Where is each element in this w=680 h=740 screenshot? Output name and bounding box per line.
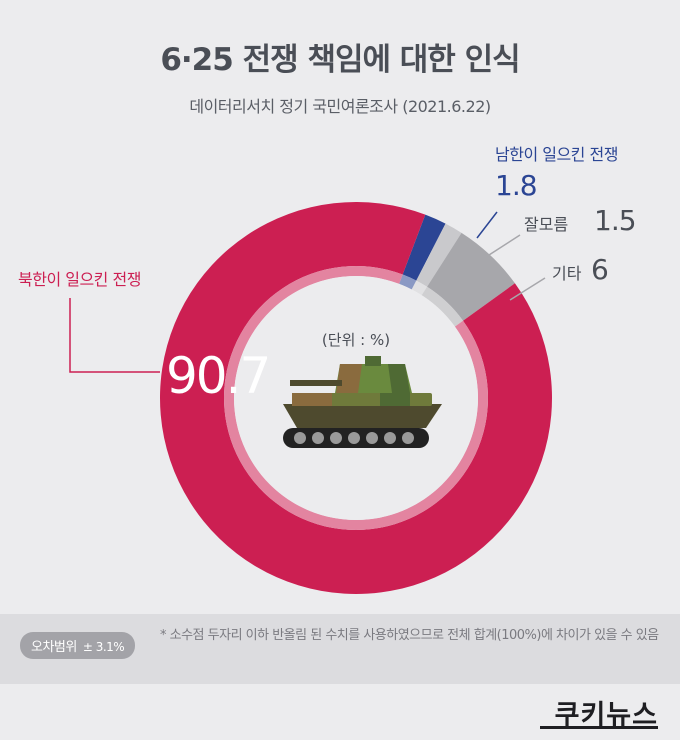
- label-south: 남한이 일으킨 전쟁: [495, 145, 618, 164]
- label-other: 기타: [552, 264, 582, 283]
- margin-of-error-badge: 오차범위 ± 3.1%: [20, 632, 136, 659]
- footnote: * 소수점 두자리 이하 반올림 된 수치를 사용하였으므로 전체 합계(100…: [160, 628, 659, 643]
- brand-logo: 쿠키뉴스: [554, 700, 658, 731]
- donut-chart: 남한이 일으킨 전쟁 1.8 잘모름 1.5 기타 6 북한이 일으킨 전쟁 9…: [18, 145, 637, 595]
- donut-slice-3: [159, 202, 552, 595]
- margin-value: ± 3.1%: [82, 640, 125, 654]
- donut-slice-1: [416, 223, 462, 287]
- donut-slice-ring-1: [411, 280, 428, 296]
- leader-line-other: [509, 277, 546, 301]
- leader-line-north: [69, 298, 160, 373]
- donut-slice-0: [402, 214, 446, 281]
- footer-panel: 오차범위 ± 3.1% * 소수점 두자리 이하 반올림 된 수치를 사용하였으므…: [0, 614, 680, 684]
- label-unknown: 잘모름: [524, 215, 568, 234]
- value-south: 1.8: [495, 169, 537, 202]
- label-north: 북한이 일으킨 전쟁: [18, 270, 141, 289]
- value-north: 90.7: [166, 347, 269, 405]
- tank-icon: [283, 356, 442, 448]
- unit-label: (단위 : %): [322, 331, 390, 349]
- value-other: 6: [591, 253, 608, 286]
- donut-slice-2: [427, 232, 515, 321]
- chart-title: 6·25 전쟁 책임에 대한 인식: [160, 42, 520, 78]
- chart-subtitle: 데이터리서치 정기 국민여론조사 (2021.6.22): [189, 97, 491, 116]
- value-unknown: 1.5: [594, 204, 636, 237]
- margin-label: 오차범위: [31, 640, 77, 655]
- donut-slice-ring-2: [421, 286, 464, 327]
- leader-line-south: [476, 211, 498, 239]
- donut-slice-ring-0: [399, 274, 417, 290]
- leader-line-unknown: [488, 234, 521, 256]
- logo-underline: [540, 726, 658, 729]
